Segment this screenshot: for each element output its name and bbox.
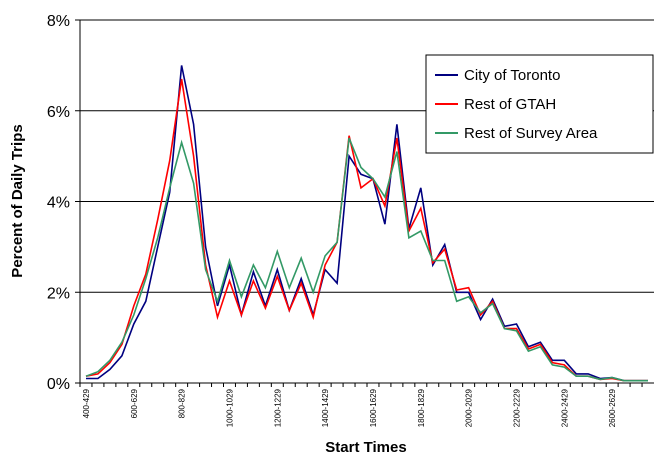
y-tick-label: 6% — [47, 104, 70, 121]
x-tick-label: 1600-1629 — [369, 388, 378, 427]
x-tick-label: 1800-1829 — [417, 388, 426, 427]
series-line — [85, 78, 648, 382]
legend-label: City of Toronto — [464, 67, 560, 84]
legend-label: Rest of Survey Area — [464, 125, 598, 142]
y-tick-label: 0% — [47, 376, 70, 393]
x-tick-label: 2600-2629 — [608, 388, 617, 427]
x-tick-label: 400-429 — [82, 388, 91, 418]
y-axis-title: Percent of Daily Trips — [9, 124, 26, 277]
x-tick-label: 1200-1229 — [273, 388, 282, 427]
y-tick-label: 2% — [47, 285, 70, 302]
x-tick-label: 800-829 — [178, 388, 187, 418]
x-tick-label: 2000-2029 — [465, 388, 474, 427]
series-line — [86, 65, 648, 382]
y-tick-label: 4% — [47, 195, 70, 212]
x-tick-label: 600-629 — [130, 388, 139, 418]
x-tick-label: 2200-2229 — [512, 388, 521, 427]
x-tick-label: 2400-2429 — [560, 388, 569, 427]
x-tick-label: 1400-1429 — [321, 388, 330, 427]
legend-label: Rest of GTAH — [464, 96, 556, 113]
x-tick-label: 1000-1029 — [225, 388, 234, 427]
legend-box — [425, 54, 654, 154]
x-axis-title: Start Times — [325, 439, 406, 456]
y-tick-label: 8% — [47, 13, 70, 30]
series-line — [85, 137, 648, 382]
